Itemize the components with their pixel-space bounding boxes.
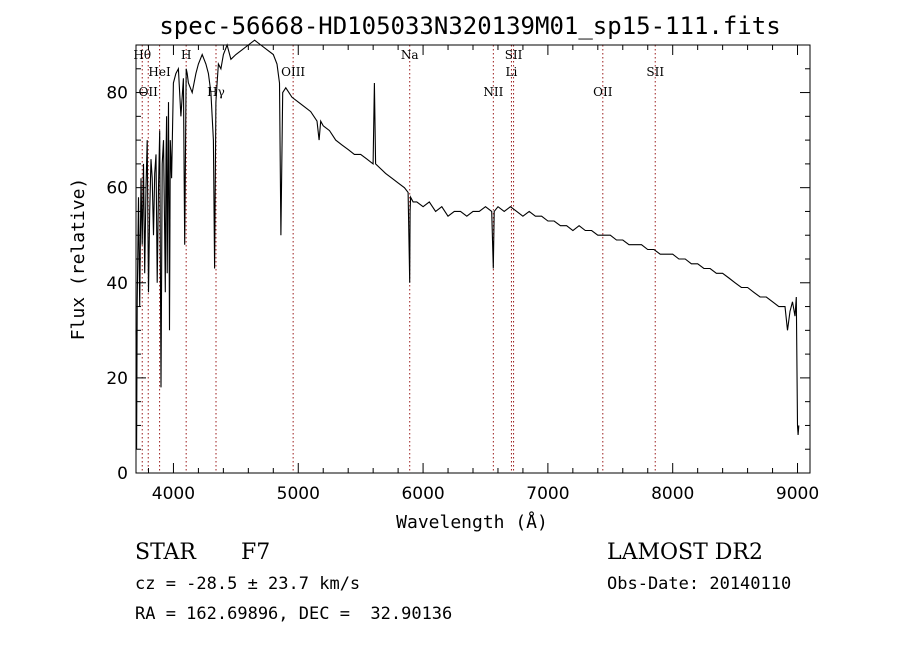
y-tick-label: 60 — [106, 179, 128, 199]
y-tick-label: 0 — [117, 464, 128, 484]
y-tick-label: 40 — [106, 274, 128, 294]
observation-date: Obs-Date: 20140110 — [607, 574, 792, 594]
object-subclass: F7 — [241, 540, 271, 565]
x-tick-label: 9000 — [776, 484, 819, 504]
plot-frame — [135, 44, 811, 474]
line-marker-label: H — [181, 48, 191, 62]
survey-name: LAMOST DR2 — [607, 540, 763, 565]
sky-coordinates: RA = 162.69896, DEC = 32.90136 — [135, 604, 453, 624]
line-marker-label: OII — [593, 85, 613, 99]
x-tick-label: 5000 — [277, 484, 320, 504]
object-type: STAR — [135, 540, 196, 565]
x-tick-label: 7000 — [526, 484, 569, 504]
x-axis-label: Wavelength (Å) — [396, 511, 548, 533]
line-marker-label: Li — [506, 65, 518, 79]
y-tick-label: 80 — [106, 84, 128, 104]
flux-series — [135, 39, 800, 450]
x-tick-label: 6000 — [401, 484, 444, 504]
axis-ticks: 4000 5000 6000 7000 8000 9000 0 20 40 60 80 — [106, 45, 819, 504]
y-axis-label: Flux (relative) — [68, 178, 89, 341]
y-tick-label: 20 — [106, 369, 128, 389]
line-marker-label: SII — [505, 48, 523, 62]
redshift-cz: cz = -28.5 ± 23.7 km/s — [135, 574, 361, 594]
line-marker-label: Na — [401, 48, 419, 62]
line-marker-label: Hθ — [133, 48, 151, 62]
chart-title: spec-56668-HD105033N320139M01_sp15-111.f… — [159, 12, 780, 40]
line-marker-label: SII — [646, 65, 664, 79]
line-marker-label: OIII — [281, 65, 305, 79]
line-marker-label: OII — [139, 85, 159, 99]
x-tick-label: 8000 — [651, 484, 694, 504]
line-marker-label: NII — [483, 85, 503, 99]
line-marker-label: HeI — [148, 65, 171, 79]
x-tick-label: 4000 — [152, 484, 195, 504]
